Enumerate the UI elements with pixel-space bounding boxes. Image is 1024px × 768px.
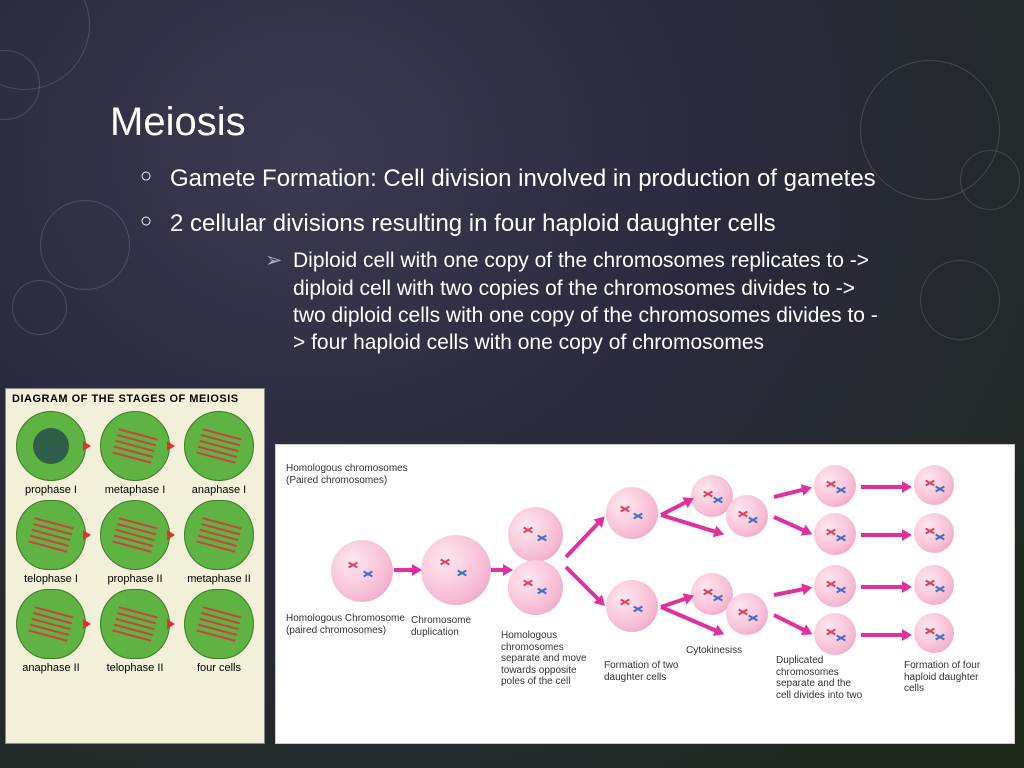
stage-circle-icon (100, 500, 170, 570)
cell-icon (814, 513, 856, 555)
arrow-right-icon (167, 530, 175, 540)
arrow-right-icon (167, 619, 175, 629)
left-diagram-title: DIAGRAM OF THE STAGES OF MEIOSIS (6, 389, 264, 409)
sub-bullet-text: Diploid cell with one copy of the chromo… (293, 247, 884, 356)
diagram-label: Homologous chromosomes separate and move… (501, 630, 591, 688)
cell-icon (606, 580, 658, 632)
stage-cell: four cells (178, 589, 260, 674)
meiosis-process-diagram: Homologous chromosomes (Paired chromosom… (275, 444, 1015, 744)
stage-label: metaphase II (178, 573, 260, 585)
stage-label: anaphase II (10, 662, 92, 674)
diagram-label: Chromosome duplication (411, 615, 491, 638)
diagram-label: Duplicated chromosomes separate and the … (776, 655, 866, 701)
stage-circle-icon (16, 500, 86, 570)
cell-icon (331, 540, 393, 602)
arrow-branch-icon (861, 585, 904, 589)
arrow-branch-icon (565, 566, 601, 602)
slide-title: Meiosis (110, 100, 914, 145)
stage-cell: prophase II (94, 500, 176, 585)
bullet-item: ○ 2 cellular divisions resulting in four… (110, 208, 914, 239)
stage-circle-icon (184, 500, 254, 570)
bullet-item: ○ Gamete Formation: Cell division involv… (110, 163, 914, 194)
stage-cell: prophase I (10, 411, 92, 496)
stage-label: prophase II (94, 573, 176, 585)
cell-icon (726, 495, 768, 537)
cell-icon (726, 593, 768, 635)
stage-label: telophase II (94, 662, 176, 674)
stage-label: anaphase I (178, 484, 260, 496)
stage-cell: metaphase II (178, 500, 260, 585)
stage-cell: metaphase I (94, 411, 176, 496)
arrow-branch-icon (773, 613, 806, 632)
stage-label: prophase I (10, 484, 92, 496)
stages-of-meiosis-diagram: DIAGRAM OF THE STAGES OF MEIOSIS prophas… (5, 388, 265, 744)
arrow-right-icon (83, 530, 91, 540)
arrow-right-icon (491, 568, 505, 572)
arrow-right-icon (394, 568, 414, 572)
arrow-branch-icon (565, 521, 601, 559)
arrow-branch-icon (774, 587, 805, 597)
stage-circle-icon (16, 411, 86, 481)
arrow-branch-icon (861, 633, 904, 637)
stage-circle-icon (184, 411, 254, 481)
diagrams-row: DIAGRAM OF THE STAGES OF MEIOSIS prophas… (5, 388, 1015, 744)
stage-cell: anaphase II (10, 589, 92, 674)
cell-icon (814, 613, 856, 655)
diagram-label: Formation of four haploid daughter cells (904, 660, 994, 695)
cell-icon (814, 465, 856, 507)
diagram-label: Formation of two daughter cells (604, 660, 684, 683)
stage-label: metaphase I (94, 484, 176, 496)
arrow-right-icon (83, 441, 91, 451)
cell-icon (914, 613, 954, 653)
bullet-marker-icon: ○ (140, 163, 170, 194)
cell-icon (508, 560, 563, 615)
diagram-label: Homologous chromosomes (Paired chromosom… (286, 463, 416, 486)
cell-icon (914, 465, 954, 505)
stage-circle-icon (100, 589, 170, 659)
stage-label: telophase I (10, 573, 92, 585)
cell-icon (606, 487, 658, 539)
cell-icon (421, 535, 491, 605)
arrow-branch-icon (861, 533, 904, 537)
diagram-label: Cytokinesiss (686, 645, 766, 657)
arrow-right-icon (83, 619, 91, 629)
bullet-text: 2 cellular divisions resulting in four h… (170, 208, 776, 239)
arrow-branch-icon (861, 485, 904, 489)
bullet-marker-icon: ○ (140, 208, 170, 239)
cell-icon (914, 565, 954, 605)
stage-label: four cells (178, 662, 260, 674)
slide-content: Meiosis ○ Gamete Formation: Cell divisio… (0, 0, 1024, 357)
arrow-branch-icon (774, 487, 805, 498)
cell-icon (914, 513, 954, 553)
stage-cell: anaphase I (178, 411, 260, 496)
arrow-branch-icon (773, 515, 806, 533)
stage-circle-icon (100, 411, 170, 481)
sub-bullet-marker-icon: ➢ (265, 247, 293, 356)
stage-circle-icon (184, 589, 254, 659)
arrow-right-icon (167, 441, 175, 451)
diagram-label: Homologous Chromosome (paired chromosome… (286, 613, 406, 636)
cell-icon (508, 507, 563, 562)
sub-bullet-item: ➢ Diploid cell with one copy of the chro… (265, 247, 914, 356)
stage-cell: telophase II (94, 589, 176, 674)
stage-circle-icon (16, 589, 86, 659)
bullet-text: Gamete Formation: Cell division involved… (170, 163, 876, 194)
cell-icon (814, 565, 856, 607)
stage-cell: telophase I (10, 500, 92, 585)
